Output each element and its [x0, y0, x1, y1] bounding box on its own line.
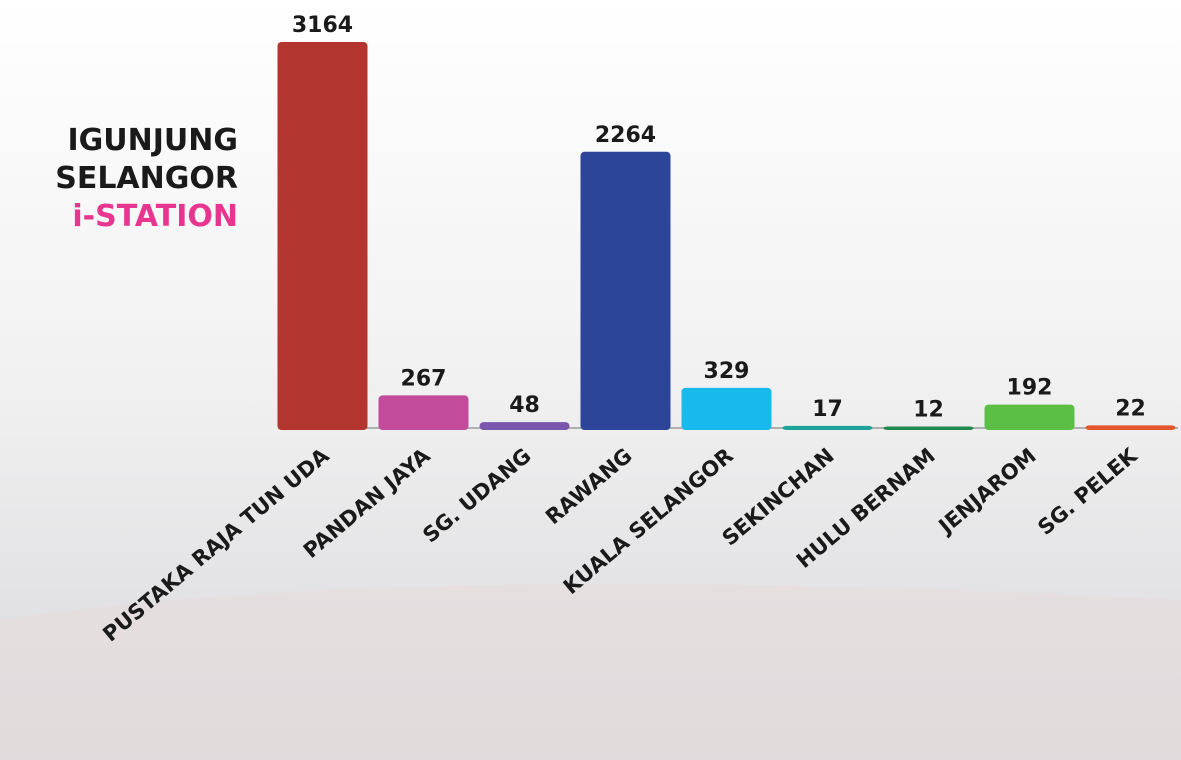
chart: IGUNJUNG SELANGOR i-STATION 3164PUSTAKA … — [0, 0, 1181, 760]
bar — [581, 152, 671, 430]
data-label: 267 — [401, 366, 447, 391]
data-label: 329 — [704, 359, 750, 384]
page: IGUNJUNG SELANGOR i-STATION 3164PUSTAKA … — [0, 0, 1181, 760]
bar — [682, 388, 772, 430]
title-line: i-STATION — [72, 199, 238, 234]
bar — [884, 427, 974, 430]
data-label: 12 — [913, 398, 944, 423]
data-label: 2264 — [595, 123, 656, 148]
data-label: 3164 — [292, 13, 353, 38]
data-label: 22 — [1115, 396, 1146, 421]
data-label: 48 — [509, 393, 540, 418]
data-label: 192 — [1007, 376, 1053, 401]
bar — [278, 42, 368, 430]
bar — [480, 422, 570, 430]
data-label: 17 — [812, 397, 843, 422]
bar — [985, 405, 1075, 430]
title-line: IGUNJUNG — [67, 123, 238, 158]
bar — [1086, 425, 1176, 430]
bar — [783, 426, 873, 430]
title-line: SELANGOR — [55, 161, 238, 196]
bar — [379, 395, 469, 430]
background-shape — [0, 584, 1181, 760]
